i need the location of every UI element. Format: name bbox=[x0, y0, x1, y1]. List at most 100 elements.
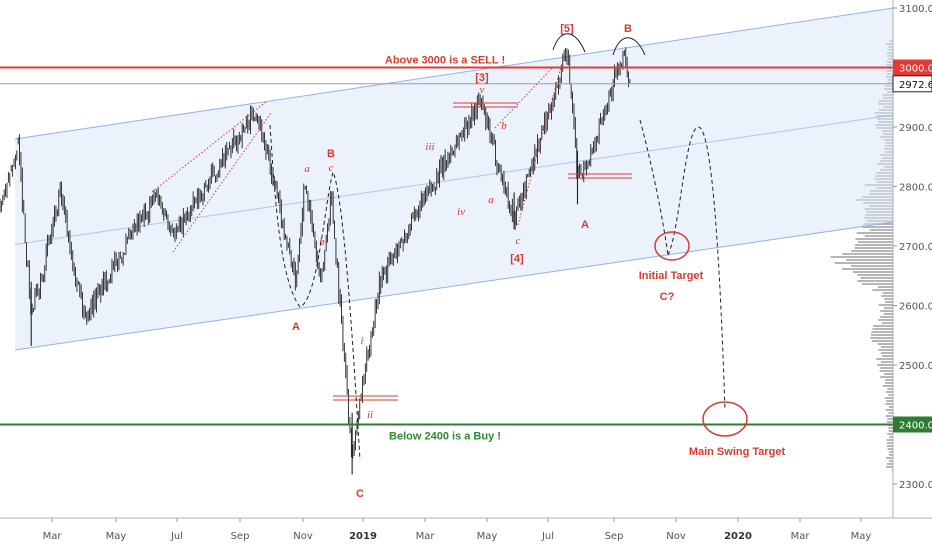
volume-profile-bar bbox=[889, 454, 893, 456]
price-tick-label: 2500.0 bbox=[899, 361, 932, 372]
volume-profile-bar bbox=[879, 370, 893, 372]
support-price-tag: 2400.0 bbox=[893, 416, 932, 433]
volume-profile-bar bbox=[880, 376, 893, 378]
volume-profile-bar bbox=[877, 286, 893, 288]
volume-profile-bar bbox=[883, 307, 893, 309]
volume-profile-bar bbox=[885, 409, 893, 411]
price-tick-label: 2300.0 bbox=[899, 480, 932, 491]
time-tick-label: Jul bbox=[170, 531, 183, 542]
volume-profile-bar bbox=[886, 442, 893, 444]
wedge-lower-line bbox=[172, 112, 272, 253]
volume-profile-bar bbox=[884, 397, 893, 399]
peak-arc-5 bbox=[552, 33, 586, 53]
wave-label-b: b bbox=[319, 236, 325, 248]
time-tick-label: Mar bbox=[43, 531, 63, 542]
volume-profile-bar bbox=[885, 391, 893, 393]
wave-label-c: C bbox=[356, 488, 364, 500]
support-price-tag-bg bbox=[893, 416, 932, 433]
volume-profile-bar bbox=[881, 346, 893, 348]
channel-upper-line bbox=[14, 7, 894, 140]
main-target-circle bbox=[702, 401, 748, 437]
time-tick-label: Sep bbox=[231, 531, 250, 542]
volume-profile-bar bbox=[855, 238, 893, 240]
volume-profile-bar bbox=[887, 418, 893, 420]
volume-profile-bar bbox=[882, 355, 893, 357]
volume-profile-bar bbox=[891, 469, 893, 471]
time-axis[interactable]: Mar May Jul Sep Nov 2019 Mar May Jul Sep Nov 2020 Ma… bbox=[0, 517, 932, 550]
wave-label-a: A bbox=[581, 219, 589, 231]
volume-profile-bar bbox=[885, 379, 893, 381]
volume-profile-bar bbox=[885, 301, 893, 303]
volume-profile-bar bbox=[889, 451, 893, 453]
volume-profile-bar bbox=[882, 292, 893, 294]
volume-profile-bar bbox=[856, 232, 893, 234]
channel-mid-line bbox=[14, 114, 894, 245]
initial-target-label: Initial Target bbox=[639, 270, 704, 282]
volume-profile-bar bbox=[886, 400, 893, 402]
volume-profile-bar bbox=[864, 235, 893, 237]
last-price-tag-text: 2972.6 bbox=[899, 80, 932, 91]
price-axis[interactable]: 3100.0 3000.0 2900.0 2800.0 2700.0 2600.0 2500… bbox=[892, 0, 932, 518]
volume-profile-bar bbox=[880, 367, 893, 369]
volume-profile-bar bbox=[872, 289, 893, 291]
wedge2-upper-line bbox=[494, 66, 554, 129]
level-lines: Above 3000 is a SELL ! Below 2400 is a Bu… bbox=[0, 55, 893, 443]
peak-arc-b bbox=[612, 37, 646, 56]
volume-profile-bar bbox=[842, 253, 893, 255]
volume-profile-bar bbox=[887, 433, 893, 435]
volume-profile-bar bbox=[883, 313, 893, 315]
volume-profile-bar bbox=[886, 466, 893, 468]
wave-label-b: B bbox=[327, 148, 335, 160]
volume-profile-bar bbox=[883, 373, 893, 375]
volume-profile-bar bbox=[877, 343, 893, 345]
trend-channel bbox=[14, 7, 894, 351]
wave-label-a: A bbox=[292, 321, 300, 333]
time-tick-label: Jul bbox=[541, 531, 554, 542]
support-label: Below 2400 is a Buy ! bbox=[389, 431, 501, 443]
volume-profile-bar bbox=[886, 445, 893, 447]
time-tick-label: May bbox=[477, 531, 498, 542]
volume-profile-bar bbox=[850, 265, 893, 267]
wave-label-iii: iii bbox=[425, 141, 434, 153]
volume-profile-bar bbox=[881, 322, 893, 324]
volume-profile-bar bbox=[885, 415, 893, 417]
time-tick-label: 2020 bbox=[724, 531, 752, 542]
volume-profile-bar bbox=[880, 352, 893, 354]
wave-label-5: [5] bbox=[560, 23, 574, 35]
wave-label-c: c bbox=[516, 235, 521, 247]
volume-profile-bar bbox=[869, 229, 893, 231]
last-price-tag: 2972.6 bbox=[892, 75, 932, 93]
price-tick-label: 2800.0 bbox=[899, 183, 932, 194]
volume-profile-bar bbox=[830, 256, 893, 258]
resistance-price-tag-text: 3000.0 bbox=[899, 64, 932, 75]
volume-profile-bar bbox=[886, 421, 893, 423]
volume-profile-bar bbox=[887, 448, 893, 450]
initial-target-sub: C? bbox=[660, 291, 675, 303]
volume-profile-bar bbox=[880, 361, 893, 363]
volume-profile-bar bbox=[888, 394, 893, 396]
volume-profile-bar bbox=[877, 364, 893, 366]
time-tick-label: Mar bbox=[791, 531, 811, 542]
time-tick-label: 2019 bbox=[349, 531, 377, 542]
volume-profile-bar bbox=[862, 226, 893, 228]
volume-profile-bar bbox=[871, 334, 893, 336]
wave-label-a: a bbox=[304, 163, 310, 175]
projection-down-1 bbox=[639, 119, 669, 256]
volume-profile-bar bbox=[841, 268, 893, 270]
wave-label-iv: iv bbox=[457, 206, 465, 218]
resistance-price-tag-bg bbox=[893, 59, 932, 76]
main-target-label: Main Swing Target bbox=[689, 446, 786, 458]
support-price-tag-text: 2400.0 bbox=[899, 421, 932, 432]
volume-profile-bar bbox=[834, 262, 893, 264]
volume-profile-bar bbox=[872, 328, 893, 330]
volume-profile-bar bbox=[889, 436, 893, 438]
volume-profile-bar bbox=[882, 385, 893, 387]
price-tick-label: 2700.0 bbox=[899, 242, 932, 253]
volume-profile-bar bbox=[871, 340, 893, 342]
time-tick-label: Nov bbox=[666, 531, 686, 542]
resistance-label: Above 3000 is a SELL ! bbox=[385, 55, 505, 67]
price-tick-label: 2600.0 bbox=[899, 302, 932, 313]
volume-profile-bar bbox=[872, 325, 893, 327]
